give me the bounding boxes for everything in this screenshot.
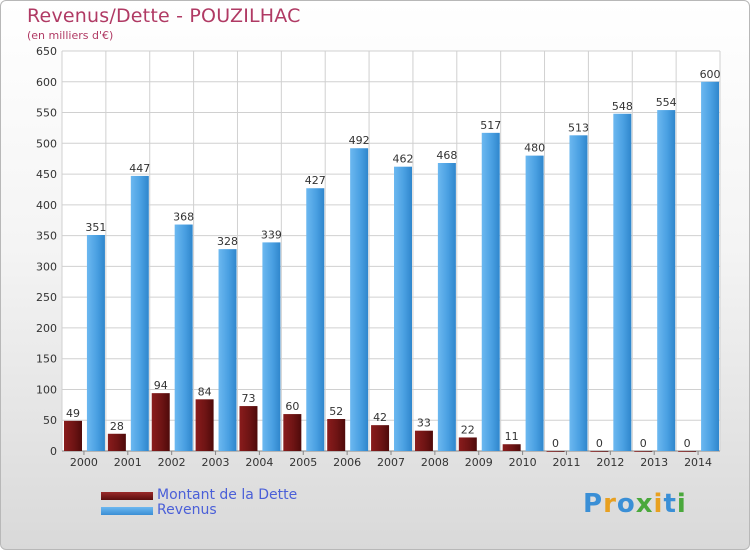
x-tick-label-2011: 2011 <box>552 456 580 469</box>
bar-dette-2000 <box>64 420 82 451</box>
value-label-dette-2008: 33 <box>417 417 431 430</box>
value-label-dette-2010: 11 <box>505 430 519 443</box>
bar-dette-2007 <box>371 425 390 451</box>
x-tick-label-2009: 2009 <box>465 456 493 469</box>
x-tick-label-2002: 2002 <box>158 456 186 469</box>
chart-title: Revenus/Dette - POUZILHAC <box>27 5 301 27</box>
proxiti-logo: Proxiti <box>583 489 687 519</box>
value-label-revenus-2012: 548 <box>612 100 633 113</box>
legend-swatch-dette <box>101 492 153 500</box>
y-tick-label: 50 <box>43 414 57 427</box>
x-tick-label-2010: 2010 <box>509 456 537 469</box>
value-label-revenus-2013: 554 <box>656 96 677 109</box>
value-label-revenus-2011: 513 <box>568 121 589 134</box>
x-tick-label-2014: 2014 <box>684 456 712 469</box>
bar-revenus-2000 <box>86 235 105 451</box>
bar-dette-2010 <box>502 444 521 451</box>
legend-label-dette: Montant de la Dette <box>157 487 298 503</box>
value-label-dette-2000: 49 <box>66 407 80 420</box>
bar-revenus-2004 <box>262 242 281 451</box>
bar-revenus-2012 <box>613 113 632 452</box>
value-label-revenus-2002: 368 <box>173 211 194 224</box>
x-tick-label-2012: 2012 <box>596 456 624 469</box>
y-tick-label: 400 <box>36 199 57 212</box>
bar-dette-2002 <box>151 393 170 451</box>
bar-dette-2008 <box>414 430 433 451</box>
value-label-revenus-2004: 339 <box>261 228 282 241</box>
value-label-revenus-2000: 351 <box>85 221 106 234</box>
bar-dette-2005 <box>283 414 302 451</box>
value-label-revenus-2009: 517 <box>480 119 501 132</box>
bar-revenus-2010 <box>525 155 544 451</box>
x-tick-label-2005: 2005 <box>289 456 317 469</box>
bar-revenus-2013 <box>657 110 676 452</box>
y-tick-label: 600 <box>36 76 57 89</box>
y-tick-label: 550 <box>36 107 57 120</box>
plot-area <box>62 51 720 451</box>
x-tick-label-2013: 2013 <box>640 456 668 469</box>
bar-revenus-2002 <box>174 224 193 451</box>
y-tick-label: 500 <box>36 137 57 150</box>
value-label-dette-2003: 84 <box>198 385 212 398</box>
chart-subtitle: (en milliers d'€) <box>27 29 114 42</box>
y-tick-label: 100 <box>36 383 57 396</box>
value-label-revenus-2010: 480 <box>524 142 545 155</box>
value-label-dette-2009: 22 <box>461 423 475 436</box>
bar-dette-2006 <box>327 419 346 451</box>
value-label-revenus-2006: 492 <box>349 134 370 147</box>
value-label-revenus-2001: 447 <box>129 162 150 175</box>
value-label-revenus-2003: 328 <box>217 235 238 248</box>
value-label-dette-2002: 94 <box>154 379 168 392</box>
y-tick-label: 300 <box>36 260 57 273</box>
bar-revenus-2011 <box>569 135 588 452</box>
bar-revenus-2008 <box>437 163 456 451</box>
x-tick-label-2001: 2001 <box>114 456 142 469</box>
bar-dette-2014 <box>678 451 697 452</box>
value-label-dette-2001: 28 <box>110 420 124 433</box>
legend-label-revenus: Revenus <box>157 502 217 518</box>
value-label-dette-2004: 73 <box>241 392 255 405</box>
y-tick-label: 450 <box>36 168 57 181</box>
bar-revenus-2001 <box>130 175 149 451</box>
value-label-dette-2011: 0 <box>552 437 559 450</box>
bar-dette-2011 <box>546 451 565 452</box>
value-label-dette-2012: 0 <box>596 437 603 450</box>
bar-dette-2013 <box>634 451 653 452</box>
bar-dette-2009 <box>458 437 477 451</box>
bar-revenus-2014 <box>701 81 720 452</box>
value-label-revenus-2005: 427 <box>305 174 326 187</box>
bar-revenus-2003 <box>218 249 237 451</box>
y-tick-label: 250 <box>36 291 57 304</box>
bar-dette-2001 <box>107 433 126 451</box>
x-tick-label-2003: 2003 <box>202 456 230 469</box>
value-label-dette-2013: 0 <box>640 437 647 450</box>
bar-dette-2004 <box>239 406 258 451</box>
bar-revenus-2005 <box>306 188 325 451</box>
value-label-dette-2005: 60 <box>285 400 299 413</box>
value-label-dette-2006: 52 <box>329 405 343 418</box>
legend-swatch-revenus <box>101 507 153 515</box>
bar-revenus-2007 <box>394 166 412 451</box>
y-tick-label: 650 <box>36 45 57 58</box>
x-tick-label-2000: 2000 <box>70 456 98 469</box>
y-tick-label: 150 <box>36 353 57 366</box>
bar-dette-2012 <box>590 451 609 452</box>
y-tick-label: 200 <box>36 322 57 335</box>
bar-dette-2003 <box>195 399 214 451</box>
y-tick-label: 350 <box>36 230 57 243</box>
value-label-revenus-2007: 462 <box>393 153 414 166</box>
value-label-dette-2007: 42 <box>373 411 387 424</box>
x-tick-label-2006: 2006 <box>333 456 361 469</box>
bar-revenus-2006 <box>350 148 369 451</box>
x-tick-label-2007: 2007 <box>377 456 405 469</box>
x-tick-label-2004: 2004 <box>245 456 273 469</box>
x-tick-label-2008: 2008 <box>421 456 449 469</box>
bar-revenus-2009 <box>481 132 500 451</box>
value-label-revenus-2014: 600 <box>700 68 721 81</box>
value-label-revenus-2008: 468 <box>436 149 457 162</box>
value-label-dette-2014: 0 <box>684 437 691 450</box>
y-tick-label: 0 <box>50 445 57 458</box>
